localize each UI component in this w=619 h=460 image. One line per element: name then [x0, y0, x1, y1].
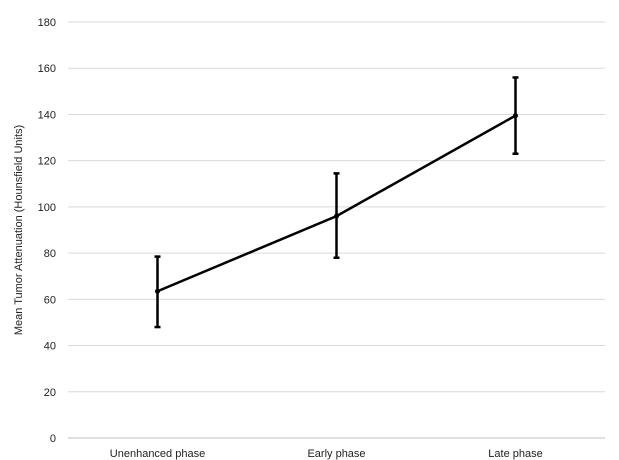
data-point [155, 288, 160, 294]
y-tick-label: 160 [38, 63, 56, 75]
x-tick-label: Unenhanced phase [110, 448, 205, 460]
y-tick-label: 120 [38, 156, 56, 168]
y-tick-label: 0 [50, 433, 56, 445]
y-tick-label: 60 [44, 294, 56, 306]
data-point [334, 213, 339, 219]
x-tick-label: Late phase [488, 448, 542, 460]
y-tick-label: 80 [44, 248, 56, 260]
x-tick-label: Early phase [307, 448, 365, 460]
data-point [513, 113, 518, 119]
y-tick-label: 100 [38, 202, 56, 214]
series-group [155, 113, 518, 294]
y-axis-title: Mean Tumor Attenuation (Hounsfield Units… [13, 125, 25, 335]
y-tick-label: 40 [44, 341, 56, 353]
y-tick-label: 180 [38, 17, 56, 29]
y-tick-label: 20 [44, 387, 56, 399]
y-tick-label: 140 [38, 109, 56, 121]
y-tick-labels: 0 20 40 60 80 100 120 140 160 180 [38, 17, 56, 445]
x-tick-labels: Unenhanced phase Early phase Late phase [110, 448, 543, 460]
